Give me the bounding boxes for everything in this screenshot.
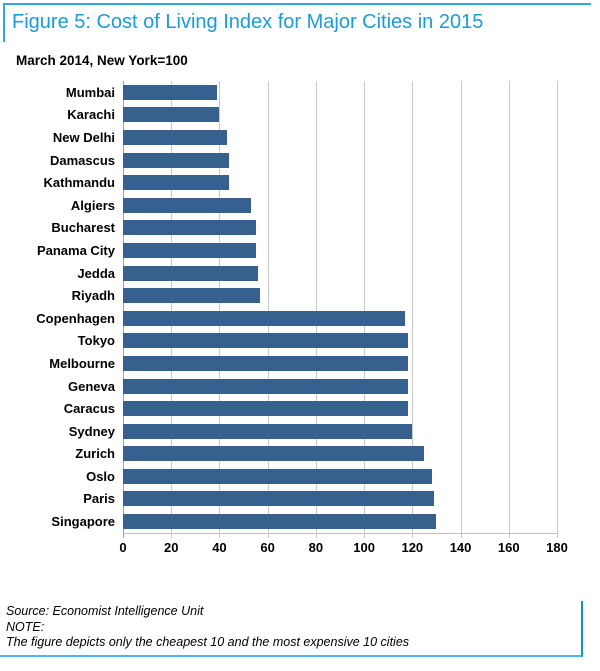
bar-bucharest: [123, 220, 256, 236]
gridline-120: [412, 81, 413, 538]
note-label: NOTE:: [6, 619, 45, 634]
gridline-80: [316, 81, 317, 538]
category-label: Mumbai: [65, 84, 115, 100]
category-label: Paris: [83, 491, 115, 507]
category-label: Copenhagen: [36, 310, 115, 326]
bar-paris: [123, 491, 434, 507]
x-tick-label-100: 100: [353, 540, 375, 555]
source-text: Source: Economist Intelligence Unit: [6, 604, 204, 618]
category-label: Sydney: [68, 423, 115, 439]
bar-row: Mumbai: [0, 81, 600, 104]
bar-sydney: [123, 423, 413, 439]
bar-zurich: [123, 446, 425, 462]
x-tick-label-0: 0: [119, 540, 127, 555]
category-label: Panama City: [36, 242, 115, 258]
category-label: Kathmandu: [43, 175, 116, 191]
category-label: Singapore: [51, 514, 115, 530]
bar-row: Sydney: [0, 420, 600, 443]
chart-gridlines: [123, 81, 558, 538]
gridline-180: [557, 81, 558, 538]
x-tick-label-140: 140: [449, 540, 472, 555]
gridline-20: [171, 81, 172, 538]
bar-panama-city: [123, 242, 256, 258]
x-tick-label-20: 20: [163, 540, 179, 555]
bar-copenhagen: [123, 310, 406, 326]
category-label: New Delhi: [52, 129, 115, 145]
bar-row: Karachi: [0, 104, 600, 127]
category-label: Melbourne: [49, 355, 115, 371]
gridline-100: [364, 81, 365, 538]
gridline-140: [461, 81, 462, 538]
chart-rows: Mumbai Karachi New Delhi Damascus Kathmandu A…: [0, 81, 600, 533]
category-label: Damascus: [49, 152, 115, 168]
x-tick-label-60: 60: [260, 540, 275, 555]
category-label: Geneva: [68, 378, 115, 394]
bar-row: Panama City: [0, 239, 600, 262]
bar-row: Jedda: [0, 262, 600, 285]
bar-row: Melbourne: [0, 352, 600, 375]
x-tick-label-120: 120: [401, 540, 424, 555]
x-tick-label-80: 80: [308, 540, 324, 555]
category-label: Zurich: [75, 446, 115, 462]
x-tick-label-180: 180: [546, 540, 568, 555]
bar-tokyo: [123, 333, 408, 349]
category-label: Karachi: [67, 107, 115, 123]
bar-row: Algiers: [0, 194, 600, 217]
category-label: Oslo: [86, 468, 115, 484]
bar-singapore: [123, 514, 437, 530]
bar-row: Caracus: [0, 397, 600, 420]
category-label: Bucharest: [51, 220, 115, 236]
bar-karachi: [123, 107, 220, 123]
bar-riyadh: [123, 288, 261, 304]
bar-row: Singapore: [0, 510, 600, 533]
gridline-60: [268, 81, 269, 538]
bar-row: Kathmandu: [0, 171, 600, 194]
cost-of-living-bar-chart: Mumbai Karachi New Delhi Damascus Kathmandu A…: [0, 81, 600, 571]
gridline-40: [219, 81, 220, 538]
figure-title-box: Figure 5: Cost of Living Index for Major…: [3, 3, 591, 42]
category-label: Caracus: [63, 401, 115, 417]
bar-row: Copenhagen: [0, 307, 600, 330]
bar-row: Paris: [0, 488, 600, 511]
category-label: Riyadh: [71, 288, 115, 304]
x-tick-label-160: 160: [497, 540, 520, 555]
bar-mumbai: [123, 84, 217, 100]
category-label: Tokyo: [77, 333, 115, 349]
bar-melbourne: [123, 355, 408, 371]
bar-row: Geneva: [0, 375, 600, 398]
category-label: Algiers: [70, 197, 115, 213]
bar-new-delhi: [123, 129, 227, 145]
figure-footer: Source: Economist Intelligence Unit NOTE…: [0, 601, 583, 657]
bar-caracus: [123, 401, 408, 417]
bar-oslo: [123, 468, 432, 484]
bar-algiers: [123, 197, 251, 213]
bar-row: Damascus: [0, 149, 600, 172]
bar-kathmandu: [123, 175, 230, 191]
x-tick-label-40: 40: [212, 540, 227, 555]
bar-row: Zurich: [0, 443, 600, 466]
bar-row: Oslo: [0, 465, 600, 488]
gridline-0: [123, 81, 124, 538]
bar-jedda: [123, 265, 258, 281]
gridline-160: [509, 81, 510, 538]
bar-row: New Delhi: [0, 126, 600, 149]
chart-subtitle: March 2014, New York=100: [16, 53, 188, 68]
x-axis-line: [123, 533, 557, 534]
bar-damascus: [123, 152, 230, 168]
category-label: Jedda: [77, 265, 115, 281]
bar-row: Riyadh: [0, 284, 600, 307]
figure-title: Figure 5: Cost of Living Index for Major…: [12, 11, 484, 33]
note-text: The figure depicts only the cheapest 10 …: [6, 635, 410, 649]
bar-row: Tokyo: [0, 330, 600, 353]
bar-row: Bucharest: [0, 217, 600, 240]
bar-geneva: [123, 378, 408, 394]
